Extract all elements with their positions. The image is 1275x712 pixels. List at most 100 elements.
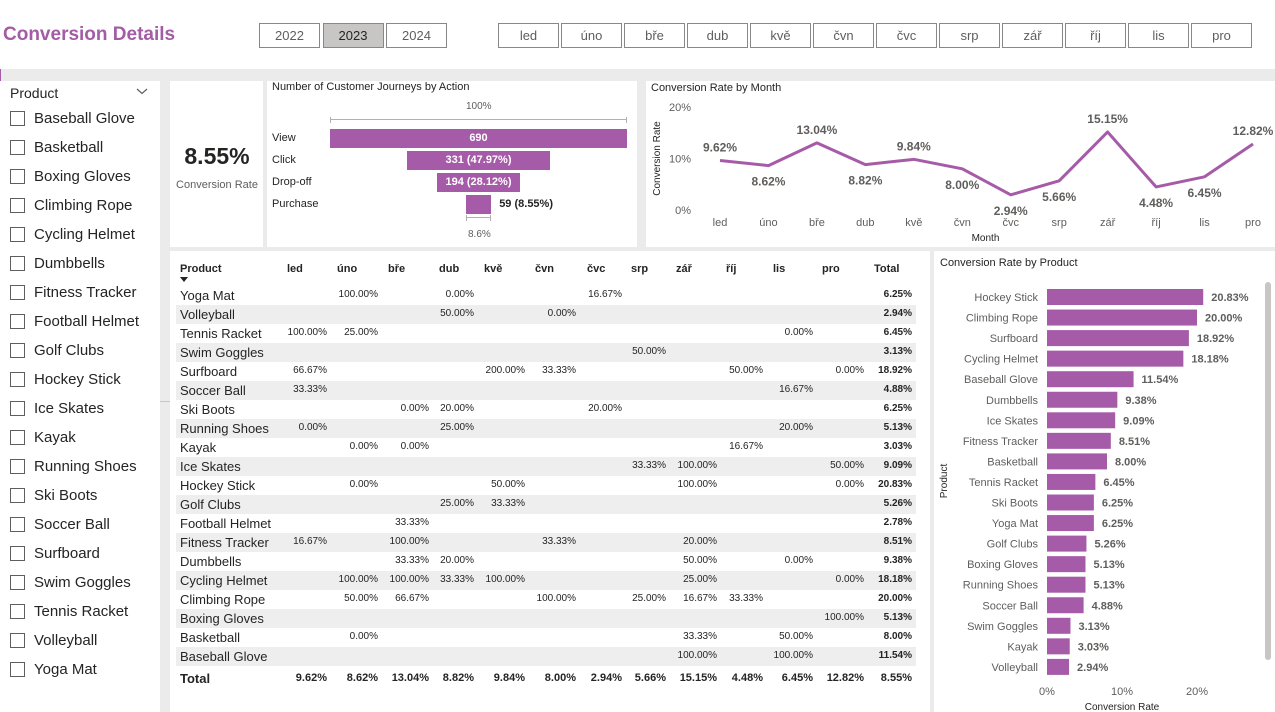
bar[interactable] [1047,638,1070,655]
product-option[interactable]: Volleyball [10,630,97,650]
month-button-8[interactable]: srp [939,23,1000,48]
checkbox[interactable] [10,168,25,184]
month-button-5[interactable]: kvě [750,23,811,48]
chevron-down-icon[interactable] [136,86,148,96]
bar[interactable] [1047,309,1197,326]
product-option[interactable]: Ice Skates [10,398,104,418]
table-row[interactable] [176,476,916,495]
checkbox[interactable] [10,545,25,561]
bar[interactable] [1047,330,1189,347]
checkbox[interactable] [10,371,25,387]
matrix-column-header[interactable]: led [287,263,303,275]
month-button-6[interactable]: čvn [813,23,874,48]
product-option[interactable]: Surfboard [10,543,100,563]
bar[interactable] [1047,515,1094,532]
bar[interactable] [1047,617,1071,634]
funnel-bar[interactable] [436,173,521,192]
month-button-10[interactable]: říj [1065,23,1126,48]
month-button-9[interactable]: zář [1002,23,1063,48]
checkbox[interactable] [10,139,25,155]
month-button-1[interactable]: led [498,23,559,48]
product-option[interactable]: Football Helmet [10,311,139,331]
checkbox[interactable] [10,284,25,300]
bar[interactable] [1047,371,1134,388]
table-row[interactable] [176,609,916,628]
checkbox[interactable] [10,255,25,271]
product-option[interactable]: Hockey Stick [10,369,121,389]
month-button-11[interactable]: lis [1128,23,1189,48]
checkbox[interactable] [10,574,25,590]
table-row[interactable] [176,305,916,324]
matrix-column-header[interactable]: čvc [587,263,606,275]
checkbox[interactable] [10,487,25,503]
matrix-column-header[interactable]: srp [631,263,649,275]
product-option[interactable]: Yoga Mat [10,659,97,679]
year-button-2022[interactable]: 2022 [259,23,320,48]
table-row[interactable] [176,457,916,476]
product-option[interactable]: Fitness Tracker [10,282,137,302]
bar[interactable] [1047,576,1086,593]
product-option[interactable]: Golf Clubs [10,340,104,360]
month-button-4[interactable]: dub [687,23,748,48]
checkbox[interactable] [10,197,25,213]
product-option[interactable]: Kayak [10,427,76,447]
bar[interactable] [1047,432,1111,449]
checkbox[interactable] [10,400,25,416]
month-button-7[interactable]: čvc [876,23,937,48]
product-option[interactable]: Cycling Helmet [10,224,135,244]
checkbox[interactable] [10,226,25,242]
bar[interactable] [1047,350,1184,367]
matrix-column-header[interactable]: pro [822,263,840,275]
matrix-column-header[interactable]: bře [388,263,406,275]
product-option[interactable]: Soccer Ball [10,514,110,534]
product-option[interactable]: Boxing Gloves [10,166,131,186]
table-row[interactable] [176,400,916,419]
funnel-bar[interactable] [407,151,550,170]
table-row[interactable] [176,438,916,457]
table-row[interactable] [176,514,916,533]
checkbox[interactable] [10,632,25,648]
product-option[interactable]: Climbing Rope [10,195,132,215]
matrix-column-header[interactable]: dub [439,263,460,275]
funnel-bar[interactable] [330,129,627,148]
table-row[interactable] [176,571,916,590]
matrix-column-header[interactable]: Product [180,263,222,275]
product-option[interactable]: Swim Goggles [10,572,131,592]
bar[interactable] [1047,453,1107,470]
checkbox[interactable] [10,516,25,532]
matrix-column-header[interactable]: úno [337,263,358,275]
checkbox[interactable] [10,661,25,677]
matrix-column-header[interactable]: lis [773,263,786,275]
bar[interactable] [1047,535,1087,552]
sort-icon[interactable] [180,277,188,282]
year-button-2023[interactable]: 2023 [322,23,384,48]
funnel-bar[interactable] [465,195,492,214]
matrix-column-header[interactable]: čvn [535,263,554,275]
bar[interactable] [1047,412,1116,429]
table-row[interactable] [176,286,916,305]
checkbox[interactable] [10,110,25,126]
product-option[interactable]: Running Shoes [10,456,137,476]
matrix-column-header[interactable]: Total [874,263,900,275]
checkbox[interactable] [10,313,25,329]
bar[interactable] [1047,494,1094,511]
bar[interactable] [1047,391,1118,408]
month-button-2[interactable]: úno [561,23,622,48]
bar[interactable] [1047,658,1070,675]
product-option[interactable]: Baseball Glove [10,108,135,128]
product-option[interactable]: Ski Boots [10,485,97,505]
month-button-12[interactable]: pro [1191,23,1252,48]
bar[interactable] [1047,597,1084,614]
line-series[interactable] [719,130,1254,197]
product-option[interactable]: Dumbbells [10,253,105,273]
bar[interactable] [1047,556,1086,573]
product-option[interactable]: Tennis Racket [10,601,128,621]
bar-chart-scrollbar[interactable] [1265,282,1271,660]
matrix-column-header[interactable]: říj [726,263,737,275]
matrix-column-header[interactable]: zář [676,263,692,275]
checkbox[interactable] [10,603,25,619]
year-button-2024[interactable]: 2024 [386,23,447,48]
product-option[interactable]: Basketball [10,137,103,157]
matrix-column-header[interactable]: kvě [484,263,503,275]
checkbox[interactable] [10,429,25,445]
